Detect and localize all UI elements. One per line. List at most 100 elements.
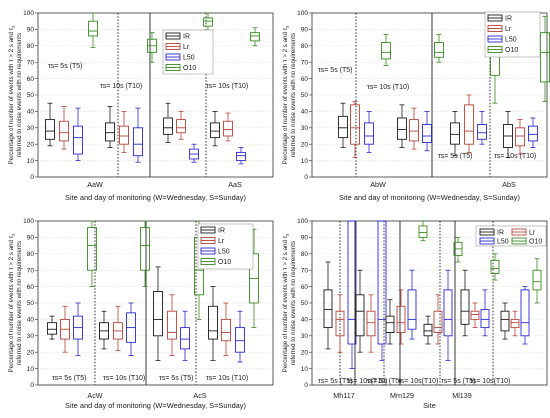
box-Lr bbox=[464, 94, 474, 153]
box-L50 bbox=[126, 302, 136, 356]
y-tick-label: 0 bbox=[30, 382, 34, 389]
box-body bbox=[210, 122, 220, 139]
y-tick-label: 30 bbox=[301, 125, 309, 132]
group-label: Mh117 bbox=[333, 391, 354, 400]
y-tick-label: 10 bbox=[301, 158, 309, 165]
y-axis-label-line1: Percentage of number of events with τ > … bbox=[282, 233, 290, 372]
box-Lr bbox=[221, 302, 231, 356]
box-IR bbox=[355, 269, 365, 353]
tau-annotation: τs= 5s (T5) bbox=[48, 63, 82, 70]
box-IR bbox=[385, 299, 395, 345]
box-body bbox=[423, 323, 433, 337]
box-L50 bbox=[235, 310, 245, 363]
box-IR bbox=[153, 266, 163, 361]
y-tick-label: 20 bbox=[301, 141, 309, 148]
y-axis-label: Percentage of number of events with τ > … bbox=[282, 25, 297, 164]
chart-panel-4: 0 10 20 30 40 50 60 70 80 90 100 Mh117 Mm129 Ml139 τs=… bbox=[282, 218, 548, 410]
box-O10 bbox=[490, 253, 500, 281]
tau-annotation: τs= 10s(T10) bbox=[347, 378, 387, 385]
y-tick-label: 20 bbox=[27, 141, 35, 148]
legend-label: IR bbox=[497, 230, 504, 237]
box-L50 bbox=[236, 147, 246, 165]
box-body bbox=[381, 42, 391, 60]
box-body bbox=[119, 125, 129, 145]
y-tick-label: 70 bbox=[27, 59, 35, 66]
x-axis-label: Site and day of monitoring (W=Wednesday,… bbox=[339, 193, 520, 202]
tau-annotation: τs= 5s (T5) bbox=[318, 67, 352, 74]
chart-panel-2: 0 10 20 30 40 50 60 70 80 90 100 AbW AbS τs= 5s (T5) τ… bbox=[282, 10, 550, 202]
y-axis-label: Percentage of number of events with τ > … bbox=[8, 25, 23, 164]
y-tick-label: 40 bbox=[301, 109, 309, 116]
box-L50 bbox=[180, 310, 190, 361]
box-IR bbox=[460, 269, 470, 337]
box-body bbox=[153, 291, 163, 337]
box-IR bbox=[105, 106, 115, 148]
box-IR bbox=[423, 315, 433, 345]
box-body bbox=[500, 310, 510, 332]
box-O10 bbox=[381, 33, 391, 66]
box-Lr bbox=[409, 107, 419, 150]
box-body bbox=[443, 289, 453, 337]
box-body bbox=[396, 305, 406, 333]
box-body bbox=[418, 225, 428, 238]
y-tick-label: 80 bbox=[27, 251, 35, 258]
y-tick-label: 20 bbox=[301, 349, 309, 356]
box-body bbox=[528, 125, 538, 142]
box-IR bbox=[500, 302, 510, 340]
box-O10 bbox=[453, 236, 463, 263]
box-L50 bbox=[377, 220, 387, 361]
y-tick-label: 10 bbox=[27, 158, 35, 165]
y-tick-label: 90 bbox=[27, 27, 35, 34]
box-body bbox=[203, 17, 213, 27]
group-label: Ml139 bbox=[452, 391, 472, 400]
legend-label: Lr bbox=[529, 230, 536, 237]
box-body bbox=[490, 259, 500, 274]
box-L50 bbox=[364, 111, 374, 153]
y-tick-label: 20 bbox=[27, 349, 35, 356]
tau-annotation: τs= 10s(T10) bbox=[398, 378, 438, 385]
box-IR bbox=[397, 104, 407, 148]
y-tick-label: 50 bbox=[301, 300, 309, 307]
box-Lr bbox=[433, 294, 443, 345]
y-axis-label-line1: Percentage of number of events with τ > … bbox=[8, 25, 16, 164]
tau-annotation: τs= 5s (T5) bbox=[52, 375, 86, 382]
box-IR bbox=[503, 111, 513, 158]
box-body bbox=[470, 310, 480, 320]
box-O10 bbox=[147, 32, 157, 63]
box-body bbox=[180, 327, 190, 350]
box-body bbox=[163, 117, 173, 135]
box-body bbox=[250, 32, 260, 42]
tau-annotation: τs= 10s (T10) bbox=[494, 153, 536, 160]
y-tick-label: 50 bbox=[27, 300, 35, 307]
box-body bbox=[221, 318, 231, 342]
x-axis-label: Site and day of monitoring (W=Wednesday,… bbox=[65, 193, 246, 202]
y-axis-label-line2: referred to noise events with no require… bbox=[16, 33, 23, 157]
box-L50 bbox=[422, 111, 432, 152]
y-tick-label: 90 bbox=[301, 27, 309, 34]
box-IR bbox=[208, 286, 218, 361]
box-O10 bbox=[532, 258, 542, 304]
y-tick-label: 30 bbox=[27, 125, 35, 132]
tau-annotation: τs= 5s (T5) bbox=[441, 378, 475, 385]
chart-panel-1: 0 10 20 30 40 50 60 70 80 90 100 AaW AaS τs= 5s (T5) τ… bbox=[8, 10, 274, 202]
box-IR bbox=[450, 111, 460, 157]
box-body bbox=[47, 322, 57, 335]
box-body bbox=[385, 315, 395, 333]
y-tick-label: 0 bbox=[30, 174, 34, 181]
box-IR bbox=[163, 102, 173, 143]
y-axis-label-line1: Percentage of number of events with τ > … bbox=[282, 25, 290, 164]
legend: IR Lr L50 O10 bbox=[484, 11, 541, 58]
box-body bbox=[347, 220, 357, 345]
y-tick-label: 70 bbox=[27, 267, 35, 274]
box-body bbox=[350, 104, 360, 145]
y-tick-label: 60 bbox=[27, 76, 35, 83]
box-body bbox=[323, 289, 333, 329]
box-Lr bbox=[335, 294, 345, 353]
box-Lr bbox=[366, 294, 376, 353]
y-tick-label: 0 bbox=[304, 174, 308, 181]
box-body bbox=[140, 227, 150, 271]
y-axis-label: Percentage of number of events with τ > … bbox=[8, 233, 23, 372]
box-body bbox=[59, 120, 69, 142]
